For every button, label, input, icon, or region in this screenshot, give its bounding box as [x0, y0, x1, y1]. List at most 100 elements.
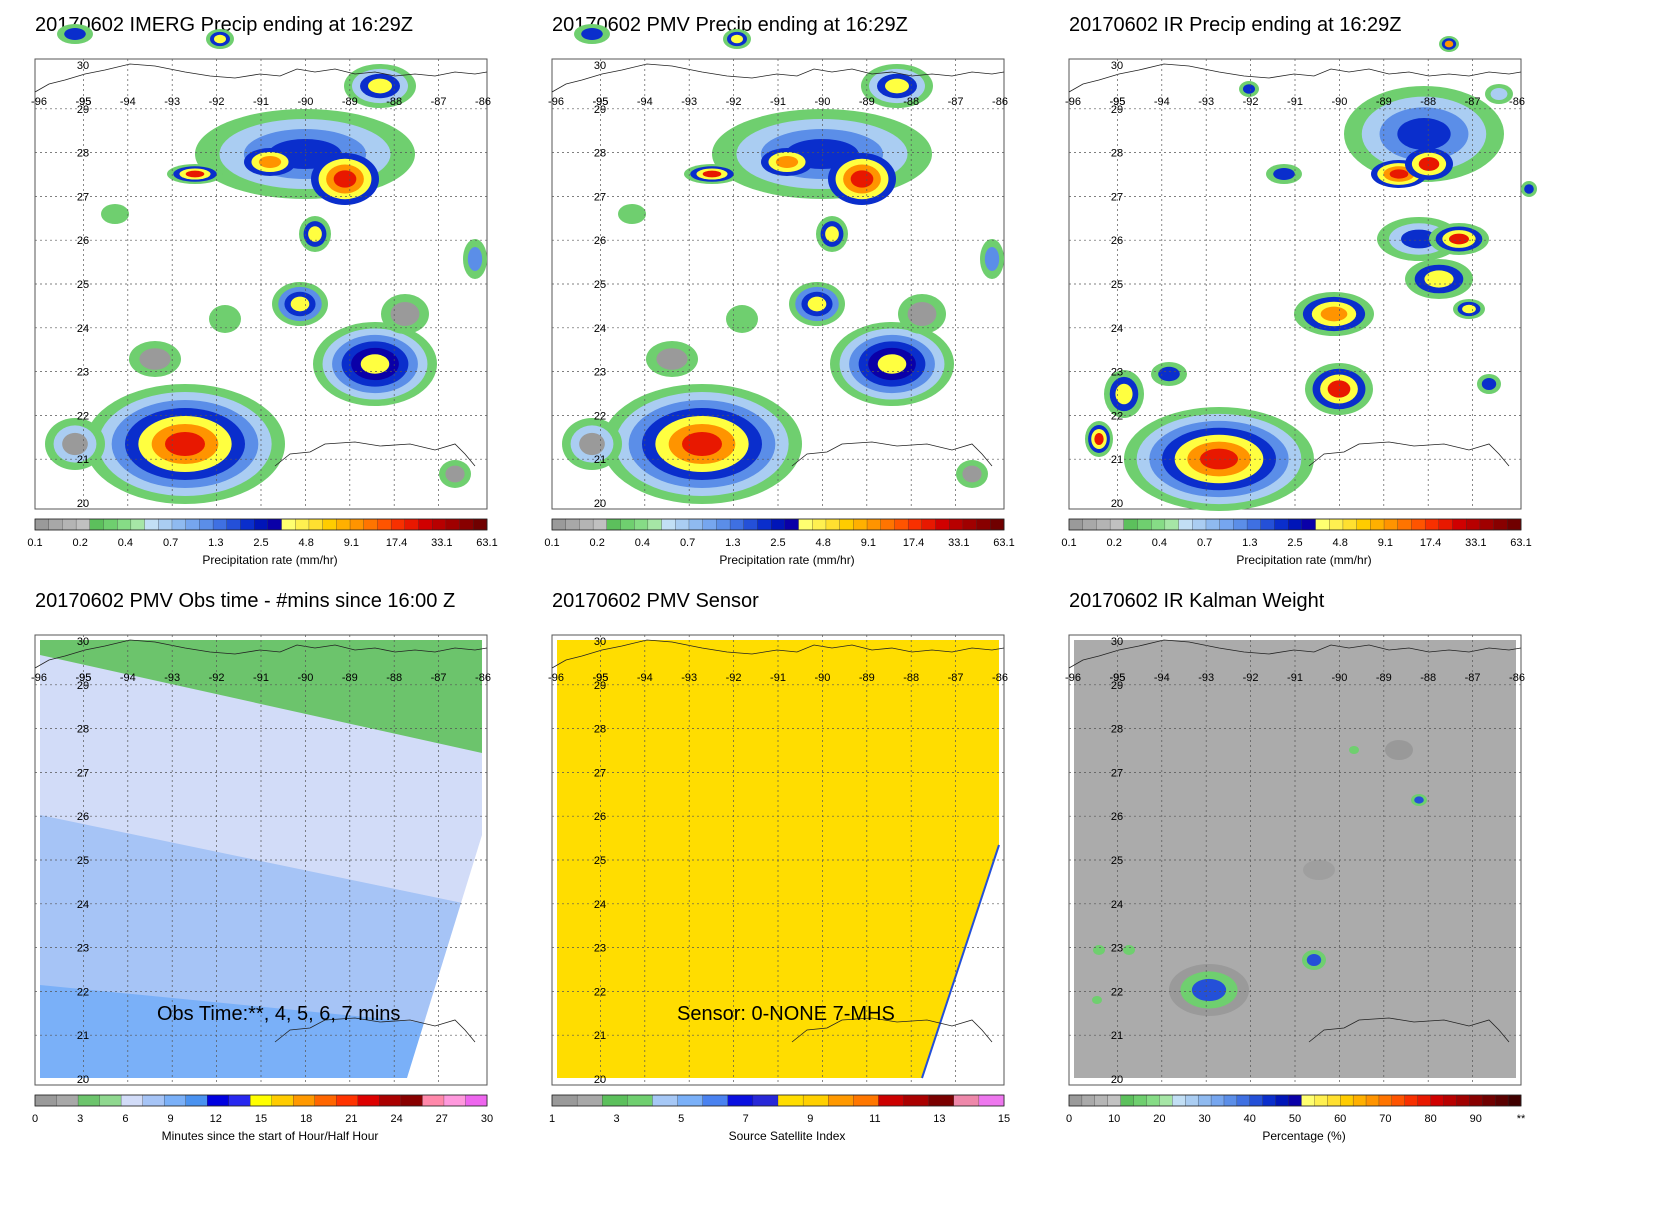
colorbar-swatch [163, 1094, 187, 1107]
colorbar-swatch [1249, 1094, 1264, 1107]
rain-cell [825, 226, 839, 242]
colorbar-tick-label: 0.4 [1152, 537, 1167, 549]
lat-tick-label: 20 [594, 498, 606, 510]
colorbar-swatch [716, 518, 731, 531]
colorbar-swatch [576, 1094, 603, 1107]
lon-tick-label: -88 [386, 672, 402, 684]
colorbar-swatch [606, 518, 621, 531]
colorbar-swatch [1352, 1094, 1367, 1107]
coastline [551, 63, 1005, 93]
colorbar-tick-label: 7 [743, 1113, 749, 1125]
rain-cell [64, 28, 86, 40]
lon-tick-label: -89 [1376, 96, 1392, 108]
rain-cell [702, 170, 722, 178]
colorbar-swatch [473, 518, 488, 531]
lat-tick-label: 30 [1111, 60, 1123, 72]
lat-tick-label: 26 [1111, 235, 1123, 247]
colorbar-swatch [825, 518, 841, 531]
colorbar-swatch [171, 518, 187, 531]
colorbar-swatch [322, 518, 337, 531]
colorbar-swatch [363, 518, 378, 531]
colorbar-tick-label: 27 [436, 1113, 448, 1125]
lon-tick-label: -87 [948, 96, 964, 108]
colorbar-swatch [853, 1094, 879, 1107]
colorbar-swatch [400, 1094, 423, 1107]
colorbar-swatch [647, 518, 663, 531]
colorbar-swatch [702, 1094, 729, 1107]
colorbar-swatch [1164, 518, 1180, 531]
colorbar-swatch [1260, 518, 1275, 531]
colorbar-swatch [281, 518, 296, 531]
colorbar-tick-label: 4.8 [299, 537, 314, 549]
colorbar-swatch [1109, 518, 1125, 531]
colorbar-swatch [1262, 1094, 1277, 1107]
lon-tick-label: -95 [592, 672, 608, 684]
lon-tick-label: -92 [209, 672, 225, 684]
colorbar: 0 3 6 9 12 15 18 21 24 27 30 [32, 1094, 493, 1125]
colorbar-swatch [661, 518, 676, 531]
sensor-map: -96 -95 -94 -93 -92 -91 -90 -89 -88 -87 -86 20 21 22 2… [548, 634, 1010, 1125]
lon-tick-label: -93 [1198, 96, 1214, 108]
lon-tick-label: -90 [1331, 672, 1347, 684]
colorbar-swatch [228, 1094, 251, 1107]
lat-tick-label: 28 [1111, 724, 1123, 736]
obstime-region [407, 835, 482, 1078]
colorbar-label: Percentage (%) [1262, 1129, 1346, 1143]
rain-cell [807, 296, 827, 312]
colorbar-tick-label: 30 [481, 1113, 493, 1125]
lat-tick-label: 24 [594, 899, 606, 911]
colorbar-swatch [675, 518, 690, 531]
colorbar-tick-label: 0.1 [544, 537, 559, 549]
lat-tick-label: 30 [1111, 636, 1123, 648]
rain-cell [139, 348, 171, 370]
colorbar-tick-label: 30 [1198, 1113, 1210, 1125]
lat-tick-label: 20 [1111, 498, 1123, 510]
colorbar-swatch [144, 518, 159, 531]
lon-tick-label: -94 [1154, 96, 1170, 108]
lat-tick-label: 27 [1111, 767, 1123, 779]
obstime-region [40, 985, 447, 1078]
colorbar-swatch [1178, 518, 1193, 531]
colorbar-swatch [34, 518, 50, 531]
colorbar-swatch [1466, 518, 1481, 531]
lat-tick-label: 21 [77, 1030, 89, 1042]
colorbar-swatch [652, 1094, 679, 1107]
rain-cell [1397, 118, 1451, 150]
colorbar-swatch [757, 518, 772, 531]
colorbar-swatch [77, 1094, 101, 1107]
lon-tick-label: -94 [120, 672, 136, 684]
colorbar-swatch [445, 518, 461, 531]
colorbar-swatch [866, 518, 882, 531]
colorbar-label: Precipitation rate (mm/hr) [719, 553, 855, 567]
kalman-cell [1092, 996, 1102, 1004]
colorbar-swatch [1378, 1094, 1393, 1107]
map-layer: -96 -95 -94 -93 -92 -91 -90 -89 -88 -87 -86 20 21 22 2… [31, 634, 493, 1125]
rain-cell [368, 78, 392, 94]
colorbar-swatch [1197, 1094, 1212, 1107]
colorbar-swatch [1068, 1094, 1083, 1107]
colorbar-tick-label: 3 [77, 1113, 83, 1125]
lon-tick-label-overlap: -95 [592, 96, 608, 108]
colorbar-tick-label: 9.1 [1378, 537, 1393, 549]
coastline-south [1308, 1017, 1510, 1043]
lat-tick-label: 21 [1111, 1030, 1123, 1042]
lon-tick-label: -91 [253, 96, 269, 108]
lat-tick-label: 24 [77, 899, 89, 911]
rain-cell [885, 78, 909, 94]
rain-cell [618, 204, 646, 224]
lon-tick-label: -91 [770, 96, 786, 108]
colorbar-swatch [1340, 1094, 1354, 1107]
rain-cell [877, 354, 907, 374]
colorbar-swatch [771, 518, 786, 531]
colorbar-swatch [185, 1094, 208, 1107]
colorbar-swatch [551, 518, 567, 531]
panel-imerg-precip: 20170602 IMERG Precip ending at 16:29Z -… [27, 14, 555, 604]
lat-tick-label: 25 [77, 279, 89, 291]
colorbar-tick-label: 90 [1470, 1113, 1482, 1125]
colorbar-swatch [240, 518, 255, 531]
map-layer: -96 -95 -94 -93 -92 -91 -90 -89 -88 -87 -86 20 21 22 2… [544, 24, 1015, 549]
colorbar-swatch [1314, 1094, 1328, 1107]
colorbar-tick-label: 10 [1108, 1113, 1120, 1125]
colorbar-swatch [579, 518, 594, 531]
colorbar-swatch [185, 518, 200, 531]
